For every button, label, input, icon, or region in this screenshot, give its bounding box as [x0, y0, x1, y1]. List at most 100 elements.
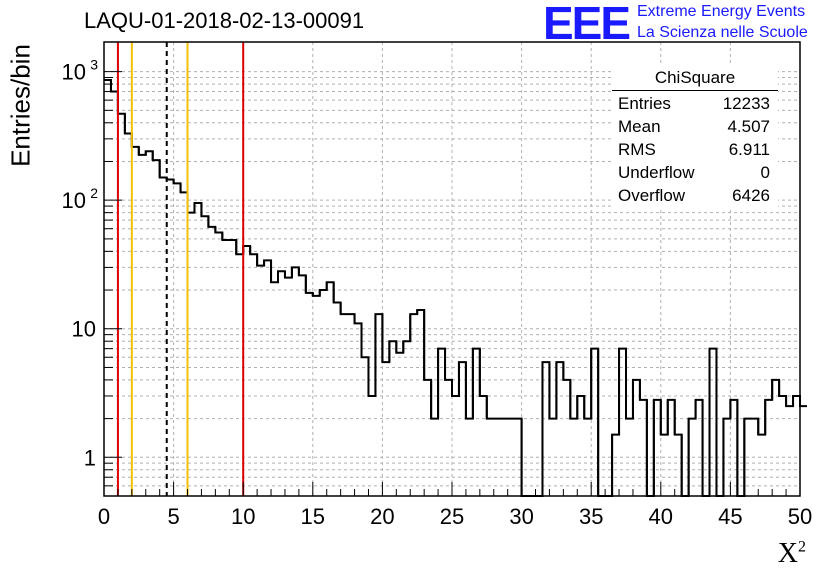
histogram-bin — [264, 260, 271, 496]
histogram-bin — [271, 282, 278, 496]
logo-line-1: Extreme Energy Events — [637, 3, 806, 20]
histogram-bin — [111, 92, 118, 496]
histogram-bin — [153, 160, 160, 496]
histogram-bin — [243, 246, 250, 496]
y-axis-label: Entries/bin — [5, 44, 36, 167]
histogram-bin — [786, 406, 793, 496]
y-tick-label: 10 — [62, 188, 86, 213]
histogram-bin — [452, 396, 459, 496]
x-axis-label-text: X — [777, 538, 798, 569]
histogram-bin — [730, 400, 737, 496]
marker-lines — [116, 42, 245, 496]
histogram-bin — [556, 362, 563, 496]
histogram-bin — [320, 290, 327, 496]
y-tick-label-exponent: 2 — [90, 185, 98, 201]
histogram-bin — [542, 362, 549, 496]
logo-line-2: La Scienza nelle Scuole — [637, 24, 808, 41]
chart-title: LAQU-01-2018-02-13-00091 — [84, 8, 365, 33]
histogram-bin — [334, 303, 341, 496]
histogram-bin — [278, 271, 285, 496]
histogram-bin — [257, 266, 264, 496]
y-tick-label: 1 — [84, 445, 96, 470]
stats-row-underflow: Underflow 0 — [618, 163, 770, 185]
stats-row-entries: Entries 12233 — [618, 94, 770, 116]
histogram-bin — [654, 400, 661, 496]
histogram-bin — [174, 183, 181, 496]
stats-key: Overflow — [618, 186, 686, 205]
histogram-bin — [188, 213, 195, 496]
histogram-bin — [215, 233, 222, 496]
stats-value: 4.507 — [727, 117, 770, 136]
stats-key: RMS — [618, 140, 656, 159]
y-tick-label: 10 — [72, 317, 96, 342]
stats-row-mean: Mean 4.507 — [618, 117, 770, 139]
x-axis-label-sup: 2 — [798, 538, 806, 556]
histogram-bin — [668, 400, 675, 496]
histogram-bin — [382, 362, 389, 496]
histogram-bin — [633, 380, 640, 496]
stats-key: Underflow — [618, 163, 695, 182]
histogram-bin — [438, 349, 445, 496]
histogram-bin — [118, 114, 125, 496]
stats-title: ChiSquare — [654, 68, 736, 87]
histogram-bin — [194, 203, 201, 496]
histogram-bin — [591, 349, 598, 496]
stats-value: 6.911 — [728, 140, 770, 159]
x-axis-ticks: 0 5 10 15 20 25 30 35 40 45 50 — [98, 482, 812, 529]
histogram-bin — [417, 310, 424, 496]
stats-key: Entries — [618, 94, 671, 113]
histogram-bin — [160, 178, 167, 496]
histogram-bin — [800, 406, 807, 496]
stats-row-overflow: Overflow 6426 — [618, 186, 770, 208]
x-tick-label: 0 — [98, 504, 110, 529]
histogram-bin — [577, 396, 584, 496]
histogram-bin — [779, 396, 786, 496]
stats-row-rms: RMS 6.911 — [618, 140, 770, 162]
histogram-bin — [327, 282, 334, 496]
histogram-bin — [292, 267, 299, 496]
histogram-bin — [793, 396, 800, 496]
histogram-bin — [424, 380, 431, 496]
histogram-bin — [445, 380, 452, 496]
x-tick-label: 40 — [649, 504, 673, 529]
histogram-bin — [612, 435, 619, 496]
y-tick-label-exponent: 3 — [90, 57, 98, 73]
histogram-bin — [125, 134, 132, 496]
histogram-bin — [772, 380, 779, 496]
stats-value: 0 — [760, 163, 770, 182]
histogram-bin — [132, 147, 139, 496]
histogram-bin — [675, 435, 682, 496]
histogram-bin — [696, 400, 703, 496]
x-tick-label: 5 — [167, 504, 179, 529]
x-tick-label: 50 — [788, 504, 812, 529]
y-tick-label: 10 — [62, 60, 86, 85]
histogram-bin — [104, 80, 111, 496]
x-tick-label: 35 — [579, 504, 603, 529]
stats-key: Mean — [618, 117, 661, 136]
histogram-bin — [480, 396, 487, 496]
stats-value: 6426 — [732, 186, 770, 205]
histogram-bin — [146, 151, 153, 496]
x-tick-label: 15 — [301, 504, 325, 529]
histogram-bin — [201, 216, 208, 496]
histogram-bin — [368, 396, 375, 496]
stats-divider — [612, 90, 778, 91]
x-tick-label: 10 — [231, 504, 255, 529]
histogram-bin — [459, 362, 466, 496]
x-tick-label: 25 — [440, 504, 464, 529]
x-tick-label: 30 — [509, 504, 533, 529]
histogram-bin — [306, 293, 313, 496]
logo-letters: EEE — [543, 0, 631, 49]
x-axis-label: X2 — [778, 538, 806, 570]
histogram-bin — [396, 353, 403, 496]
histogram-bin — [661, 435, 668, 496]
histogram-bin — [758, 435, 765, 496]
histogram-bin — [765, 400, 772, 496]
x-tick-label: 45 — [718, 504, 742, 529]
histogram-bin — [563, 380, 570, 496]
histogram-bin — [181, 192, 188, 496]
histogram-bin — [473, 349, 480, 496]
stats-box: ChiSquare Entries 12233 Mean 4.507 RMS 6… — [612, 66, 778, 208]
